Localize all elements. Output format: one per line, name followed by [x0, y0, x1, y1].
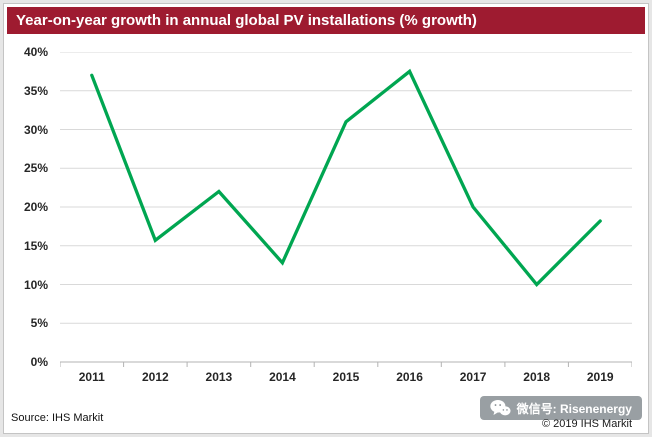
chart-panel: Year-on-year growth in annual global PV …	[3, 3, 649, 434]
x-tick-label: 2012	[141, 370, 169, 384]
x-tick-label: 2015	[332, 370, 360, 384]
y-tick-label: 10%	[23, 277, 48, 292]
y-tick-label: 0%	[30, 355, 48, 369]
x-tick-label: 2019	[586, 370, 614, 384]
y-tick-label: 35%	[23, 83, 48, 98]
plot-area	[60, 52, 632, 370]
wechat-label: 微信号: Risenenergy	[516, 401, 632, 416]
y-tick-label: 15%	[23, 238, 48, 253]
source-note: Source: IHS Markit	[11, 412, 104, 424]
x-tick-label: 2011	[78, 370, 105, 384]
x-tick-label: 2014	[269, 370, 296, 384]
chart-title: Year-on-year growth in annual global PV …	[7, 7, 645, 34]
y-tick-label: 5%	[30, 316, 48, 331]
x-tick-label: 2018	[523, 370, 550, 384]
x-tick-label: 2017	[459, 370, 487, 384]
x-axis-labels: 2011 2012 2013 2014 2015 2016 2017 2018 2019	[60, 370, 632, 386]
y-axis-labels: 0% 5% 10% 15% 20% 25% 30% 35% 40%	[4, 45, 54, 369]
y-tick-label: 20%	[23, 200, 48, 214]
x-tick-label: 2013	[205, 370, 233, 384]
copyright-note: © 2019 IHS Markit	[541, 418, 632, 430]
wechat-icon	[489, 399, 511, 417]
x-tick-label: 2016	[396, 370, 423, 384]
y-tick-label: 25%	[23, 161, 48, 176]
wechat-watermark: 微信号: Risenenergy	[479, 396, 642, 420]
plot-svg	[60, 52, 632, 367]
y-tick-label: 30%	[23, 122, 48, 137]
y-tick-label: 40%	[23, 45, 48, 59]
